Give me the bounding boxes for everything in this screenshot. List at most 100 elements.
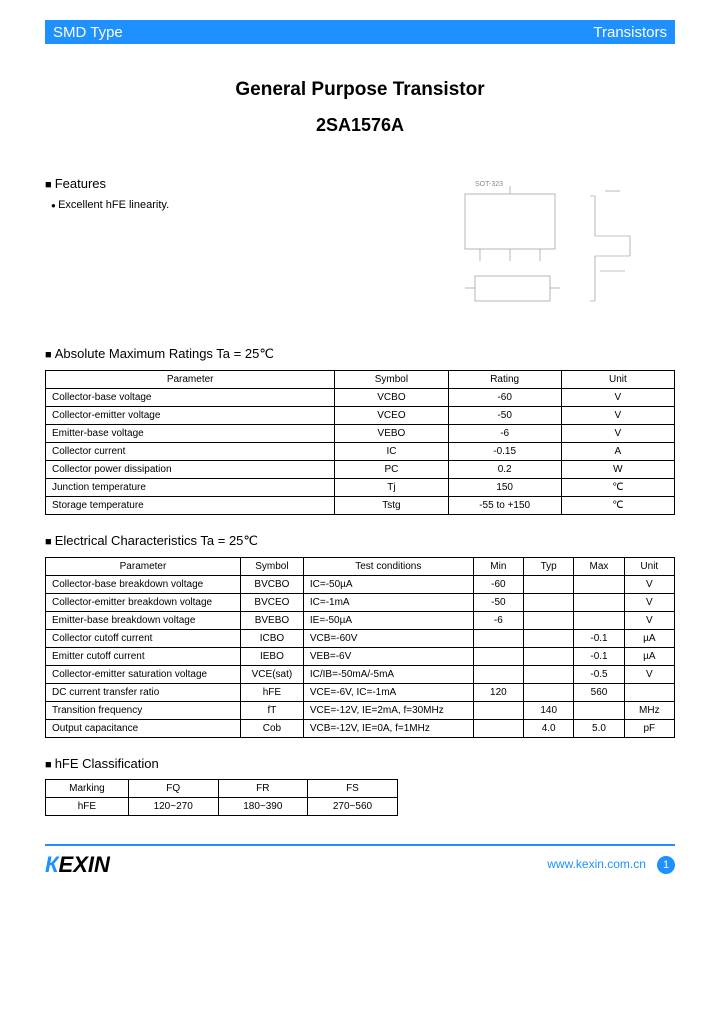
cell: 150 (448, 479, 561, 497)
cell: Tj (335, 479, 448, 497)
col-header: Test conditions (303, 558, 473, 576)
cell (524, 630, 574, 648)
col-header: Parameter (46, 558, 241, 576)
cell: IE=-50µA (303, 612, 473, 630)
cell: IC/IB=-50mA/-5mA (303, 666, 473, 684)
cell: Tstg (335, 497, 448, 515)
cell: VCE=-6V, IC=-1mA (303, 684, 473, 702)
cell (473, 648, 523, 666)
cell: -60 (473, 576, 523, 594)
cell: VCBO (335, 389, 448, 407)
elec-table: Parameter Symbol Test conditions Min Typ… (45, 557, 675, 738)
cell: 5.0 (574, 720, 624, 738)
table-row: Collector-emitter breakdown voltageBVCEO… (46, 594, 675, 612)
cell: Collector-emitter voltage (46, 407, 335, 425)
col-header: Unit (624, 558, 674, 576)
cell: ICBO (240, 630, 303, 648)
cell: -0.1 (574, 648, 624, 666)
cell: V (624, 612, 674, 630)
cell: VCB=-12V, IE=0A, f=1MHz (303, 720, 473, 738)
doc-title: General Purpose Transistor (45, 79, 675, 101)
col-header: FQ (128, 780, 218, 798)
cell: Collector cutoff current (46, 630, 241, 648)
cell: VCB=-60V (303, 630, 473, 648)
table-header-row: Parameter Symbol Test conditions Min Typ… (46, 558, 675, 576)
features-section: Features Excellent hFE linearity. (45, 176, 445, 336)
cell: 140 (524, 702, 574, 720)
cell: IEBO (240, 648, 303, 666)
cell: Collector-base breakdown voltage (46, 576, 241, 594)
table-row: Collector-emitter saturation voltageVCE(… (46, 666, 675, 684)
table-row: hFE 120~270 180~390 270~560 (46, 798, 398, 816)
cell (473, 630, 523, 648)
col-header: Unit (561, 371, 674, 389)
cell: VEBO (335, 425, 448, 443)
cell: 180~390 (218, 798, 308, 816)
table-row: Junction temperatureTj150℃ (46, 479, 675, 497)
cell: V (561, 425, 674, 443)
table-header-row: Marking FQ FR FS (46, 780, 398, 798)
title-block: General Purpose Transistor 2SA1576A (45, 79, 675, 136)
cell: -50 (448, 407, 561, 425)
col-header: Rating (448, 371, 561, 389)
table-row: DC current transfer ratiohFEVCE=-6V, IC=… (46, 684, 675, 702)
footer-url: www.kexin.com.cn (547, 857, 646, 871)
col-header: Max (574, 558, 624, 576)
cell (473, 720, 523, 738)
col-header: FR (218, 780, 308, 798)
table-row: Output capacitanceCobVCB=-12V, IE=0A, f=… (46, 720, 675, 738)
cell: Collector-emitter saturation voltage (46, 666, 241, 684)
cell: -55 to +150 (448, 497, 561, 515)
cell: PC (335, 461, 448, 479)
cell: 0.2 (448, 461, 561, 479)
col-header: Symbol (335, 371, 448, 389)
cell: -6 (448, 425, 561, 443)
elec-body: Collector-base breakdown voltageBVCBOIC=… (46, 576, 675, 738)
cell: IC (335, 443, 448, 461)
cell: V (561, 407, 674, 425)
cell: µA (624, 648, 674, 666)
cell: Collector current (46, 443, 335, 461)
cell: IC=-50µA (303, 576, 473, 594)
cell (574, 576, 624, 594)
cell: hFE (240, 684, 303, 702)
cell: Storage temperature (46, 497, 335, 515)
cell: µA (624, 630, 674, 648)
cell: VEB=-6V (303, 648, 473, 666)
cell: V (624, 666, 674, 684)
cell: Emitter-base voltage (46, 425, 335, 443)
cell: V (561, 389, 674, 407)
cell: 560 (574, 684, 624, 702)
cell: A (561, 443, 674, 461)
cell: Emitter-base breakdown voltage (46, 612, 241, 630)
cell: Emitter cutoff current (46, 648, 241, 666)
cell: 4.0 (524, 720, 574, 738)
cell: Collector power dissipation (46, 461, 335, 479)
svg-text:SOT-323: SOT-323 (475, 181, 503, 188)
col-header: Min (473, 558, 523, 576)
header-right: Transistors (593, 24, 667, 41)
cell (473, 702, 523, 720)
cell (524, 594, 574, 612)
absmax-heading: Absolute Maximum Ratings Ta = 25℃ (45, 346, 675, 362)
absmax-body: Collector-base voltageVCBO-60VCollector-… (46, 389, 675, 515)
package-diagram: SOT-323 (445, 176, 675, 326)
cell (524, 612, 574, 630)
cell (524, 648, 574, 666)
cell: 120~270 (128, 798, 218, 816)
cell: -0.15 (448, 443, 561, 461)
cell: 120 (473, 684, 523, 702)
table-row: Collector-base breakdown voltageBVCBOIC=… (46, 576, 675, 594)
cell: W (561, 461, 674, 479)
cell (574, 702, 624, 720)
table-row: Collector-base voltageVCBO-60V (46, 389, 675, 407)
cell: ℃ (561, 497, 674, 515)
feature-item: Excellent hFE linearity. (51, 199, 445, 211)
table-row: Emitter-base voltageVEBO-6V (46, 425, 675, 443)
col-header: FS (308, 780, 398, 798)
table-row: Emitter cutoff currentIEBOVEB=-6V -0.1µA (46, 648, 675, 666)
cell: fT (240, 702, 303, 720)
cell: -6 (473, 612, 523, 630)
cell: hFE (46, 798, 129, 816)
part-number: 2SA1576A (45, 115, 675, 136)
